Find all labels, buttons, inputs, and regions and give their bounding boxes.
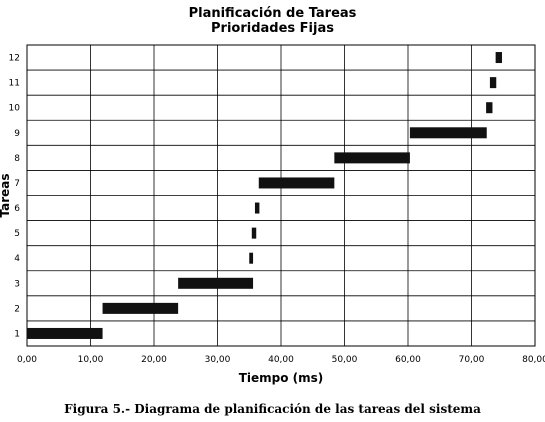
chart-subtitle: Prioridades Fijas <box>211 21 334 36</box>
y-tick-label: 1 <box>14 329 20 339</box>
y-tick-label: 12 <box>9 54 20 64</box>
chart-title: Planificación de Tareas <box>188 6 357 21</box>
task-bar <box>178 277 254 289</box>
y-tick-label: 7 <box>14 179 20 189</box>
task-bar <box>254 202 260 214</box>
y-tick-label: 10 <box>9 104 21 114</box>
task-bar <box>334 152 410 164</box>
x-tick-labels: 0,00 10,00 20,00 30,00 40,00 50,00 60,00 70,00 8… <box>17 355 545 365</box>
y-tick-label: 11 <box>9 79 20 89</box>
x-tick-label: 20,00 <box>141 355 167 365</box>
task-bar <box>258 177 335 189</box>
y-tick-label: 9 <box>14 129 20 139</box>
y-tick-label: 6 <box>14 204 20 214</box>
task-bar <box>489 77 497 89</box>
task-bar <box>27 327 103 339</box>
x-tick-label: 0,00 <box>17 355 37 365</box>
y-tick-label: 4 <box>14 254 20 264</box>
x-tick-label: 40,00 <box>268 355 294 365</box>
x-tick-label: 30,00 <box>205 355 231 365</box>
chart-bars <box>27 52 502 339</box>
y-tick-label: 2 <box>14 304 20 314</box>
task-bar <box>486 102 493 114</box>
x-tick-label: 10,00 <box>78 355 104 365</box>
task-bar <box>251 227 257 239</box>
y-tick-label: 8 <box>14 154 20 164</box>
task-bar <box>249 252 254 264</box>
y-tick-label: 3 <box>14 279 20 289</box>
x-axis-label: Tiempo (ms) <box>239 371 324 385</box>
x-tick-label: 50,00 <box>332 355 358 365</box>
x-tick-label: 80,00 <box>522 355 545 365</box>
figure-caption: Figura 5.- Diagrama de planificación de … <box>64 402 481 416</box>
task-bar <box>409 127 487 139</box>
chart-grid <box>26 44 536 347</box>
y-tick-label: 5 <box>14 229 20 239</box>
x-tick-label: 60,00 <box>395 355 421 365</box>
y-axis-label: Tareas <box>0 173 12 217</box>
x-tick-label: 70,00 <box>459 355 485 365</box>
task-bar <box>102 302 179 314</box>
task-bar <box>495 52 502 64</box>
